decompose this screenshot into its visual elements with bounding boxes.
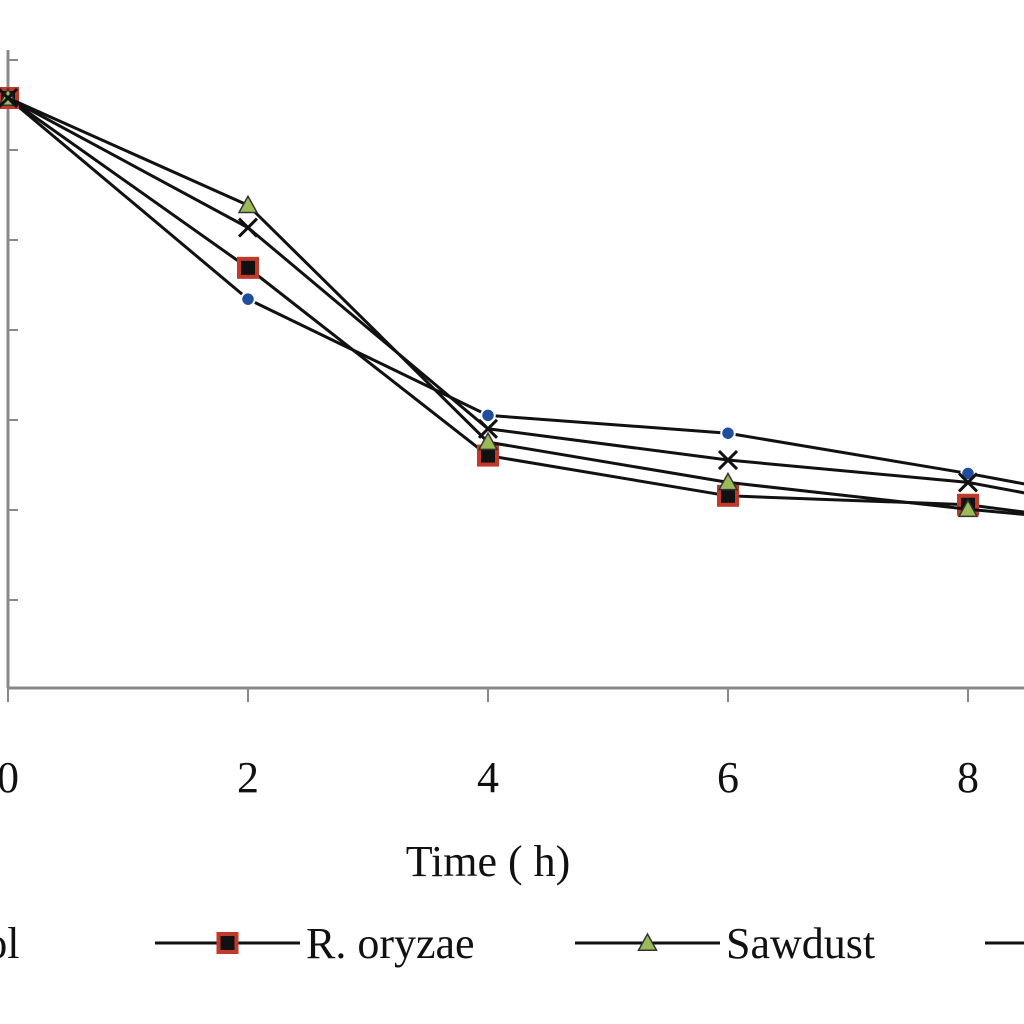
- legend: Control R. oryzae Sawdust: [0, 919, 1024, 968]
- series-line: [7, 96, 1024, 516]
- data-point-circle: [720, 425, 736, 441]
- data-point-circle: [480, 407, 496, 424]
- data-point-x: [717, 449, 739, 471]
- legend-entry: Sawdust: [575, 919, 875, 968]
- series-line: [7, 96, 1024, 495]
- series-control: [0, 90, 1024, 486]
- series-sawdust: [0, 87, 1024, 518]
- series-line: [7, 96, 1024, 514]
- data-point-circle: [960, 465, 976, 482]
- x-tick-label: 6: [717, 753, 739, 802]
- x-tick-label: 2: [237, 753, 259, 802]
- legend-entry: R. oryzae: [155, 919, 475, 968]
- axes: [6, 50, 1024, 702]
- data-point-triangle: [237, 194, 259, 214]
- data-point-triangle: [957, 498, 979, 518]
- data-point-square: [237, 256, 259, 279]
- series-line: [7, 96, 1024, 486]
- series-unnamed: [0, 87, 1024, 495]
- legend-entry: [985, 941, 1024, 945]
- series-layer: [0, 87, 1024, 518]
- data-point-circle: [240, 291, 256, 307]
- data-point-x: [0, 87, 19, 109]
- data-point-triangle: [637, 932, 658, 951]
- data-point-triangle: [477, 431, 499, 451]
- x-tick-label: 8: [957, 753, 979, 802]
- x-tick-labels: 0 2 4 6 8: [0, 753, 979, 802]
- legend-label: R. oryzae: [306, 919, 475, 968]
- legend-label: Control: [0, 919, 19, 968]
- x-tick-label: 0: [0, 753, 19, 802]
- data-point-x: [237, 217, 259, 238]
- data-point-triangle: [717, 471, 739, 491]
- legend-label: Sawdust: [726, 919, 875, 968]
- x-tick-label: 4: [477, 753, 499, 802]
- data-point-square: [216, 932, 239, 954]
- x-axis-title: Time ( h): [406, 837, 571, 886]
- legend-entry: Control: [0, 919, 19, 968]
- data-point-x: [957, 472, 979, 493]
- series-r-oryzae: [0, 87, 1024, 516]
- data-point-x: [477, 418, 499, 439]
